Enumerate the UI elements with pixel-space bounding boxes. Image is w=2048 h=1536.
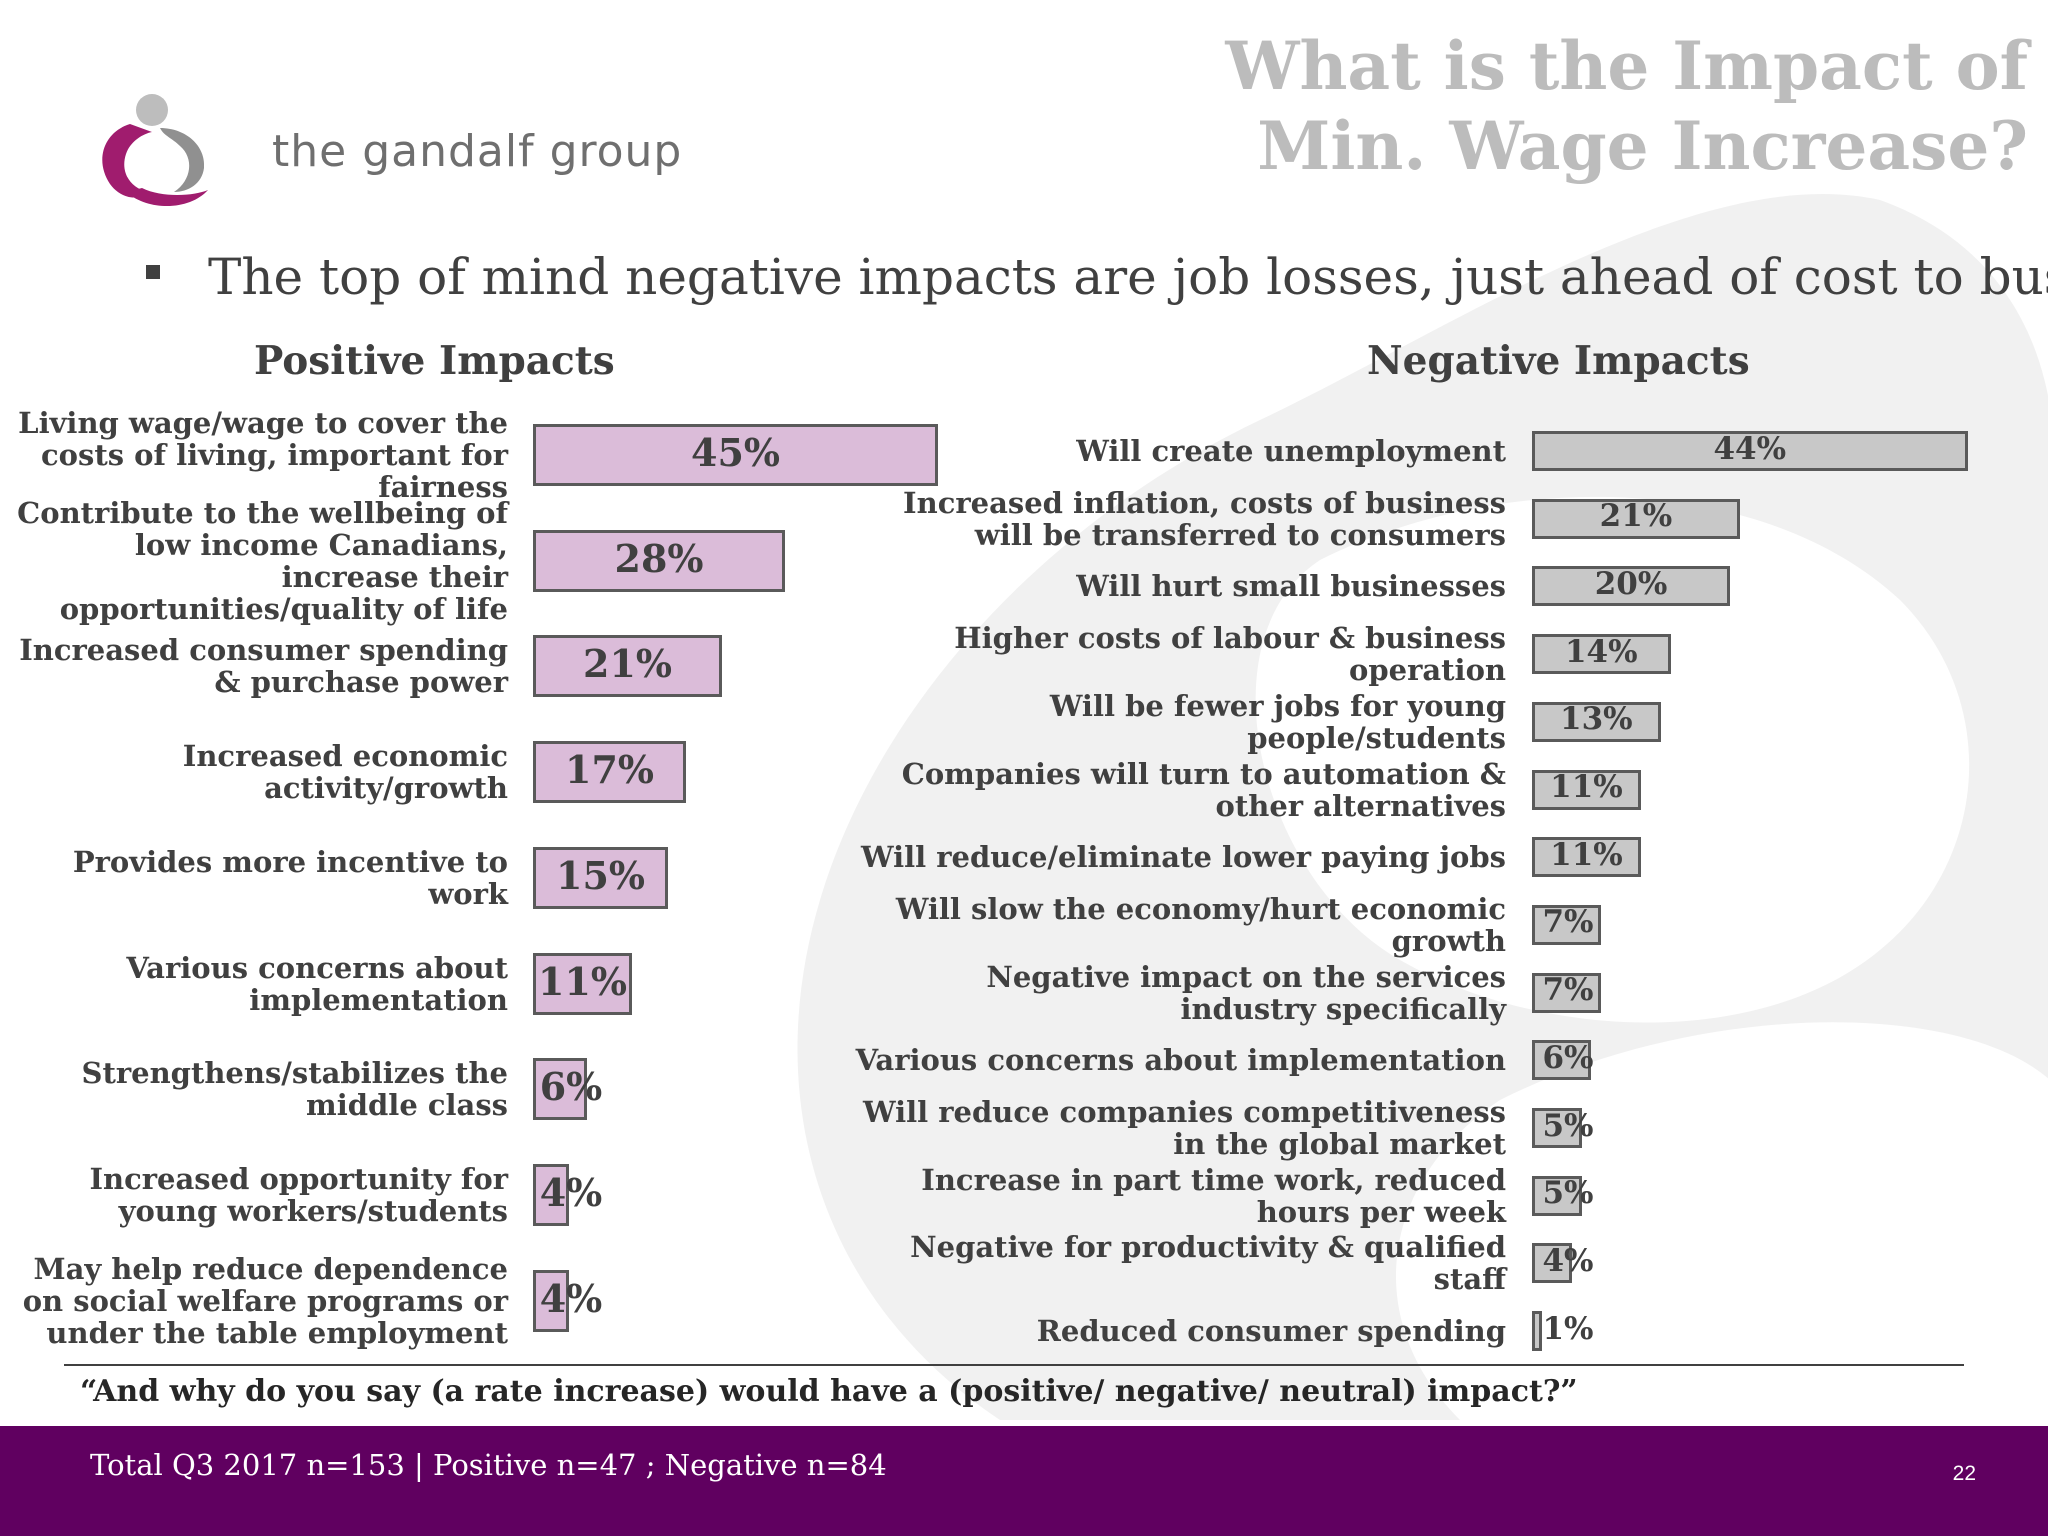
title-line-2: Min. Wage Increase? [1257,107,2028,185]
negative-category-label: Will be fewer jobs for young people/stud… [1049,688,1506,755]
negative-value-label: 5% [1542,1107,1594,1144]
title-line-1: What is the Impact of [1225,27,2028,105]
negative-value-label: 7% [1542,904,1594,941]
negative-value-label: 5% [1542,1175,1594,1212]
page-number: 22 [1952,1462,1976,1485]
negative-panel-title: Negative Impacts [1367,338,1750,384]
divider-line [64,1364,1964,1366]
negative-category-label: Reduced consumer spending [1036,1314,1506,1349]
slide-title: What is the Impact of Min. Wage Increase… [1028,26,2028,186]
negative-category-label: Increased inflation, costs of business w… [903,485,1506,552]
negative-bar [1532,1040,1592,1081]
positive-category-label: Contribute to the wellbeing of low incom… [17,495,508,626]
negative-value-label: 14% [1564,633,1638,670]
positive-bar [533,846,668,909]
negative-category-label: Will create unemployment [1076,434,1506,468]
positive-category-label: Strengthens/stabilizes the middle class [81,1056,508,1123]
gandalf-logo-icon [102,94,208,207]
positive-bar [533,952,632,1015]
positive-value-label: 21% [583,641,672,687]
negative-bar [1532,701,1661,742]
positive-value-label: 4% [539,1169,603,1215]
negative-bar [1532,1311,1542,1352]
positive-panel-title: Positive Impacts [254,338,615,384]
negative-value-label: 7% [1542,972,1594,1009]
negative-value-label: 6% [1542,1039,1594,1076]
negative-category-label: Companies will turn to automation & othe… [901,756,1506,823]
positive-category-label: Living wage/wage to cover the costs of l… [18,406,508,504]
negative-bar [1532,1243,1572,1284]
positive-value-label: 6% [539,1064,603,1110]
negative-value-label: 1% [1542,1310,1594,1347]
positive-bar [533,424,938,486]
positive-value-label: 4% [539,1275,603,1321]
negative-value-label: 4% [1542,1242,1594,1279]
negative-bar [1532,498,1740,539]
positive-bar [533,741,686,804]
negative-bar [1532,769,1641,810]
positive-category-label: Increased consumer spending & purchase p… [19,633,508,700]
negative-bar [1532,972,1602,1013]
positive-category-label: Increased economic activity/growth [182,739,508,806]
negative-bar [1532,1175,1582,1216]
survey-question: “And why do you say (a rate increase) wo… [80,1374,1578,1409]
footer-band [0,1426,2048,1536]
negative-category-label: Various concerns about implementation [855,1043,1506,1078]
negative-category-label: Will reduce companies competitiveness in… [863,1095,1506,1161]
negative-value-label: 44% [1713,430,1787,467]
negative-value-label: 11% [1550,836,1623,873]
negative-category-label: Will reduce/eliminate lower paying jobs [861,840,1506,875]
negative-category-label: Increase in part time work, reduced hour… [921,1162,1506,1229]
negative-bar [1532,837,1641,878]
negative-bar [1532,431,1968,471]
positive-bar [533,1058,587,1121]
key-finding-bullet: The top of mind negative impacts are job… [208,248,2048,306]
positive-value-label: 45% [691,430,780,475]
positive-value-label: 11% [538,958,627,1004]
negative-value-label: 20% [1594,565,1668,602]
negative-value-label: 21% [1599,498,1673,535]
positive-value-label: 28% [614,535,704,581]
negative-value-label: 11% [1550,769,1623,805]
negative-category-label: Higher costs of labour & business operat… [954,621,1506,688]
positive-bar [533,1269,569,1332]
positive-bar [533,1163,569,1226]
positive-category-label: Various concerns about implementation [126,950,508,1017]
sample-size-note: Total Q3 2017 n=153 | Positive n=47 ; Ne… [90,1448,887,1482]
bullet-marker-icon [146,265,160,279]
negative-bar [1532,566,1730,607]
negative-category-label: Negative for productivity & qualified st… [910,1230,1506,1297]
negative-bar [1532,904,1602,945]
negative-category-label: Negative impact on the services industry… [986,959,1506,1026]
negative-value-label: 13% [1560,701,1633,738]
positive-bar [533,635,722,698]
positive-bar [533,529,785,592]
positive-value-label: 17% [565,747,654,793]
negative-category-label: Will slow the economy/hurt economic grow… [895,891,1506,958]
positive-category-label: Increased opportunity for young workers/… [89,1161,508,1228]
logo-wordmark: the gandalf group [272,126,683,177]
negative-category-label: Will hurt small businesses [1076,569,1506,604]
negative-bar [1532,1108,1582,1148]
positive-category-label: May help reduce dependence on social wel… [22,1251,508,1350]
negative-bar [1532,634,1671,675]
positive-category-label: Provides more incentive to work [72,844,508,911]
positive-value-label: 15% [556,852,645,898]
